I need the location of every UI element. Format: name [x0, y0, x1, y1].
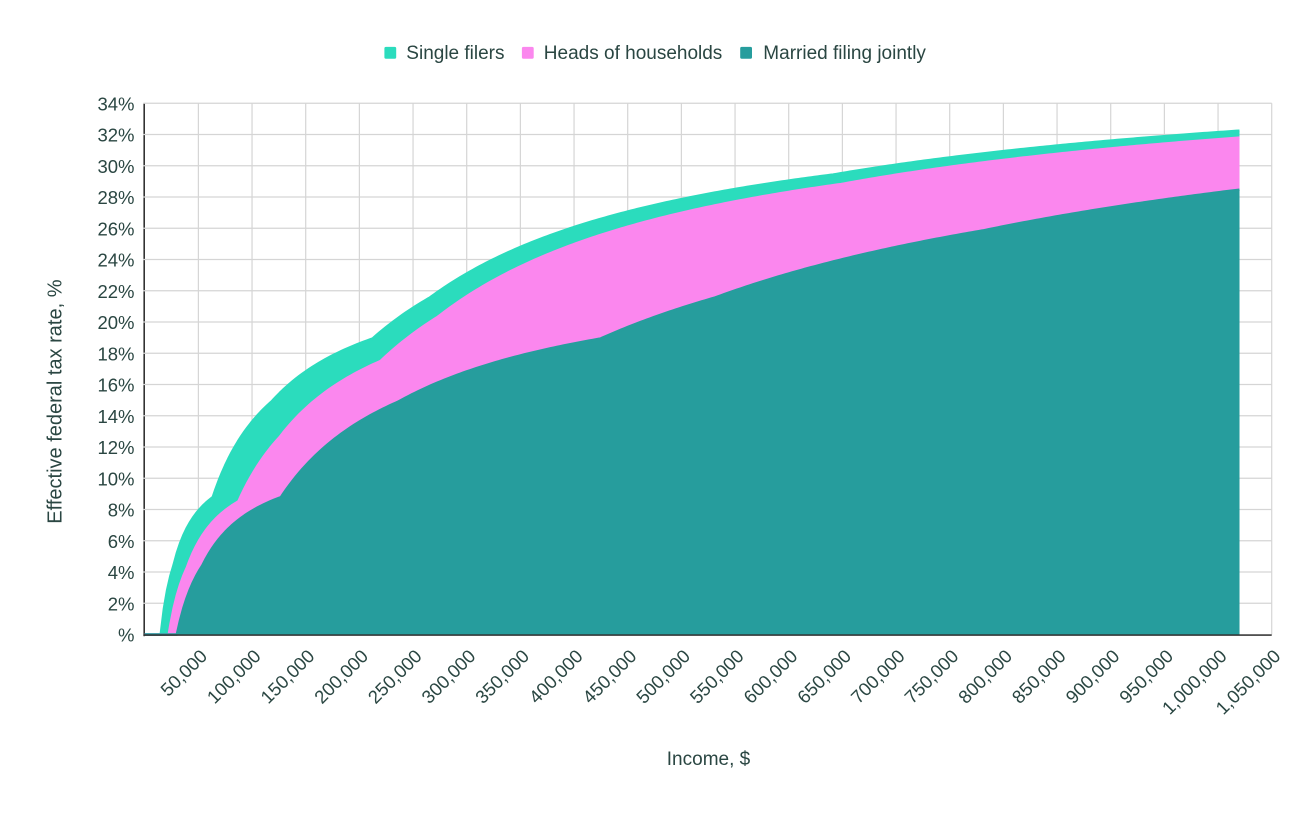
svg-text:8%: 8% — [108, 500, 135, 521]
svg-text:18%: 18% — [97, 343, 134, 364]
svg-text:26%: 26% — [97, 218, 134, 239]
svg-text:20%: 20% — [97, 312, 134, 333]
svg-text:10%: 10% — [97, 468, 134, 489]
svg-text:14%: 14% — [97, 406, 134, 427]
svg-text:28%: 28% — [97, 187, 134, 208]
svg-text:Income, $: Income, $ — [667, 749, 751, 770]
svg-text:12%: 12% — [97, 437, 134, 458]
svg-text:2%: 2% — [108, 593, 135, 614]
svg-text:Heads of households: Heads of households — [544, 43, 723, 64]
svg-text:32%: 32% — [97, 125, 134, 146]
svg-text:16%: 16% — [97, 375, 134, 396]
svg-text:%: % — [118, 625, 134, 646]
svg-text:22%: 22% — [97, 281, 134, 302]
svg-text:34%: 34% — [97, 93, 134, 114]
svg-text:Single filers: Single filers — [406, 43, 504, 64]
svg-text:6%: 6% — [108, 531, 135, 552]
svg-text:Married filing jointly: Married filing jointly — [763, 43, 926, 64]
svg-text:24%: 24% — [97, 250, 134, 271]
svg-text:Effective federal tax rate, %: Effective federal tax rate, % — [45, 279, 67, 523]
svg-text:30%: 30% — [97, 156, 134, 177]
svg-text:4%: 4% — [108, 562, 135, 583]
